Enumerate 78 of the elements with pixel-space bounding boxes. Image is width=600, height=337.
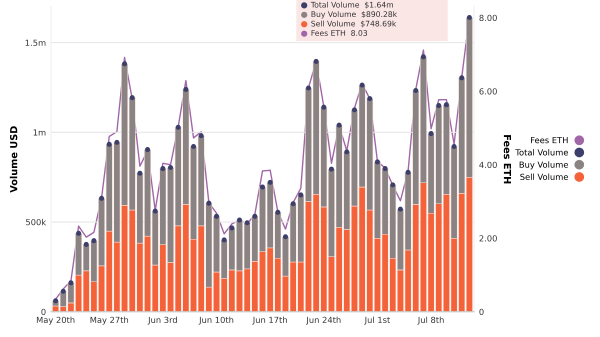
y2-tick-label: 8.00: [479, 14, 497, 22]
point: [420, 54, 426, 60]
point: [398, 206, 403, 212]
y2-axis-title: Fees ETH: [504, 135, 512, 184]
x-tick-label: Jul 8th: [417, 316, 444, 325]
point: [374, 159, 380, 164]
legend-label: Fees ETH: [531, 137, 568, 144]
point: [352, 107, 357, 112]
point: [183, 86, 188, 92]
point: [152, 208, 158, 214]
point: [60, 288, 66, 294]
point: [367, 96, 372, 102]
point: [444, 102, 449, 108]
point: [214, 214, 220, 219]
y-tick-label: 1.5m: [26, 40, 46, 46]
point: [91, 238, 96, 244]
legend-label: Sell Volume: [520, 174, 568, 180]
y2-tick-label: 0: [479, 308, 484, 316]
point: [53, 298, 58, 304]
x-tick-label: Jun 17th: [252, 316, 287, 325]
point: [114, 140, 120, 145]
x-tick-label: Jun 10th: [198, 316, 234, 325]
point: [436, 103, 442, 108]
point: [236, 218, 242, 223]
point: [176, 124, 181, 130]
point: [160, 166, 166, 172]
point: [137, 170, 142, 176]
point: [321, 104, 326, 110]
point: [130, 95, 135, 100]
x-tick-label: Jun 3rd: [148, 316, 177, 325]
point: [344, 149, 350, 154]
x-tick-label: May 20th: [36, 316, 74, 325]
point: [122, 61, 128, 66]
point: [413, 88, 418, 94]
y-tick-label: 500k: [26, 218, 46, 226]
point: [106, 142, 112, 147]
y2-tick-label: 6.00: [479, 88, 497, 95]
point: [452, 144, 457, 150]
point: [99, 196, 104, 201]
y2-tick-label: 4.00: [479, 162, 497, 168]
point: [252, 214, 258, 219]
point: [84, 242, 89, 247]
point: [191, 144, 196, 150]
point: [275, 210, 280, 215]
point: [244, 220, 250, 226]
point: [314, 58, 319, 64]
point: [406, 170, 411, 175]
point: [428, 131, 434, 136]
y-axis-title: Volume USD: [10, 126, 18, 193]
point: [298, 192, 304, 198]
point: [306, 85, 312, 91]
point: [229, 225, 234, 230]
point: [390, 182, 396, 188]
point: [222, 237, 227, 242]
legend-label: Buy Volume: [520, 161, 568, 170]
point: [145, 147, 150, 152]
point: [360, 82, 365, 88]
y-tick-label: 1m: [34, 129, 46, 136]
point: [466, 14, 472, 20]
x-tick-label: May 27th: [90, 316, 128, 325]
y-tick-label: 0: [41, 308, 46, 316]
point: [206, 200, 212, 206]
point: [260, 184, 266, 190]
legend-label: Total Volume: [515, 149, 568, 156]
point: [268, 180, 273, 185]
point: [68, 280, 74, 286]
y2-tick-label: 2.00: [479, 235, 497, 242]
x-tick-label: Jun 24th: [306, 316, 341, 325]
point: [282, 234, 288, 240]
point: [168, 164, 174, 170]
point: [290, 201, 296, 206]
point: [328, 166, 334, 172]
point: [336, 122, 342, 128]
x-tick-label: Jul 1st: [364, 316, 390, 325]
point: [382, 166, 388, 172]
point: [459, 75, 464, 80]
point: [76, 230, 82, 236]
point: [198, 133, 204, 138]
